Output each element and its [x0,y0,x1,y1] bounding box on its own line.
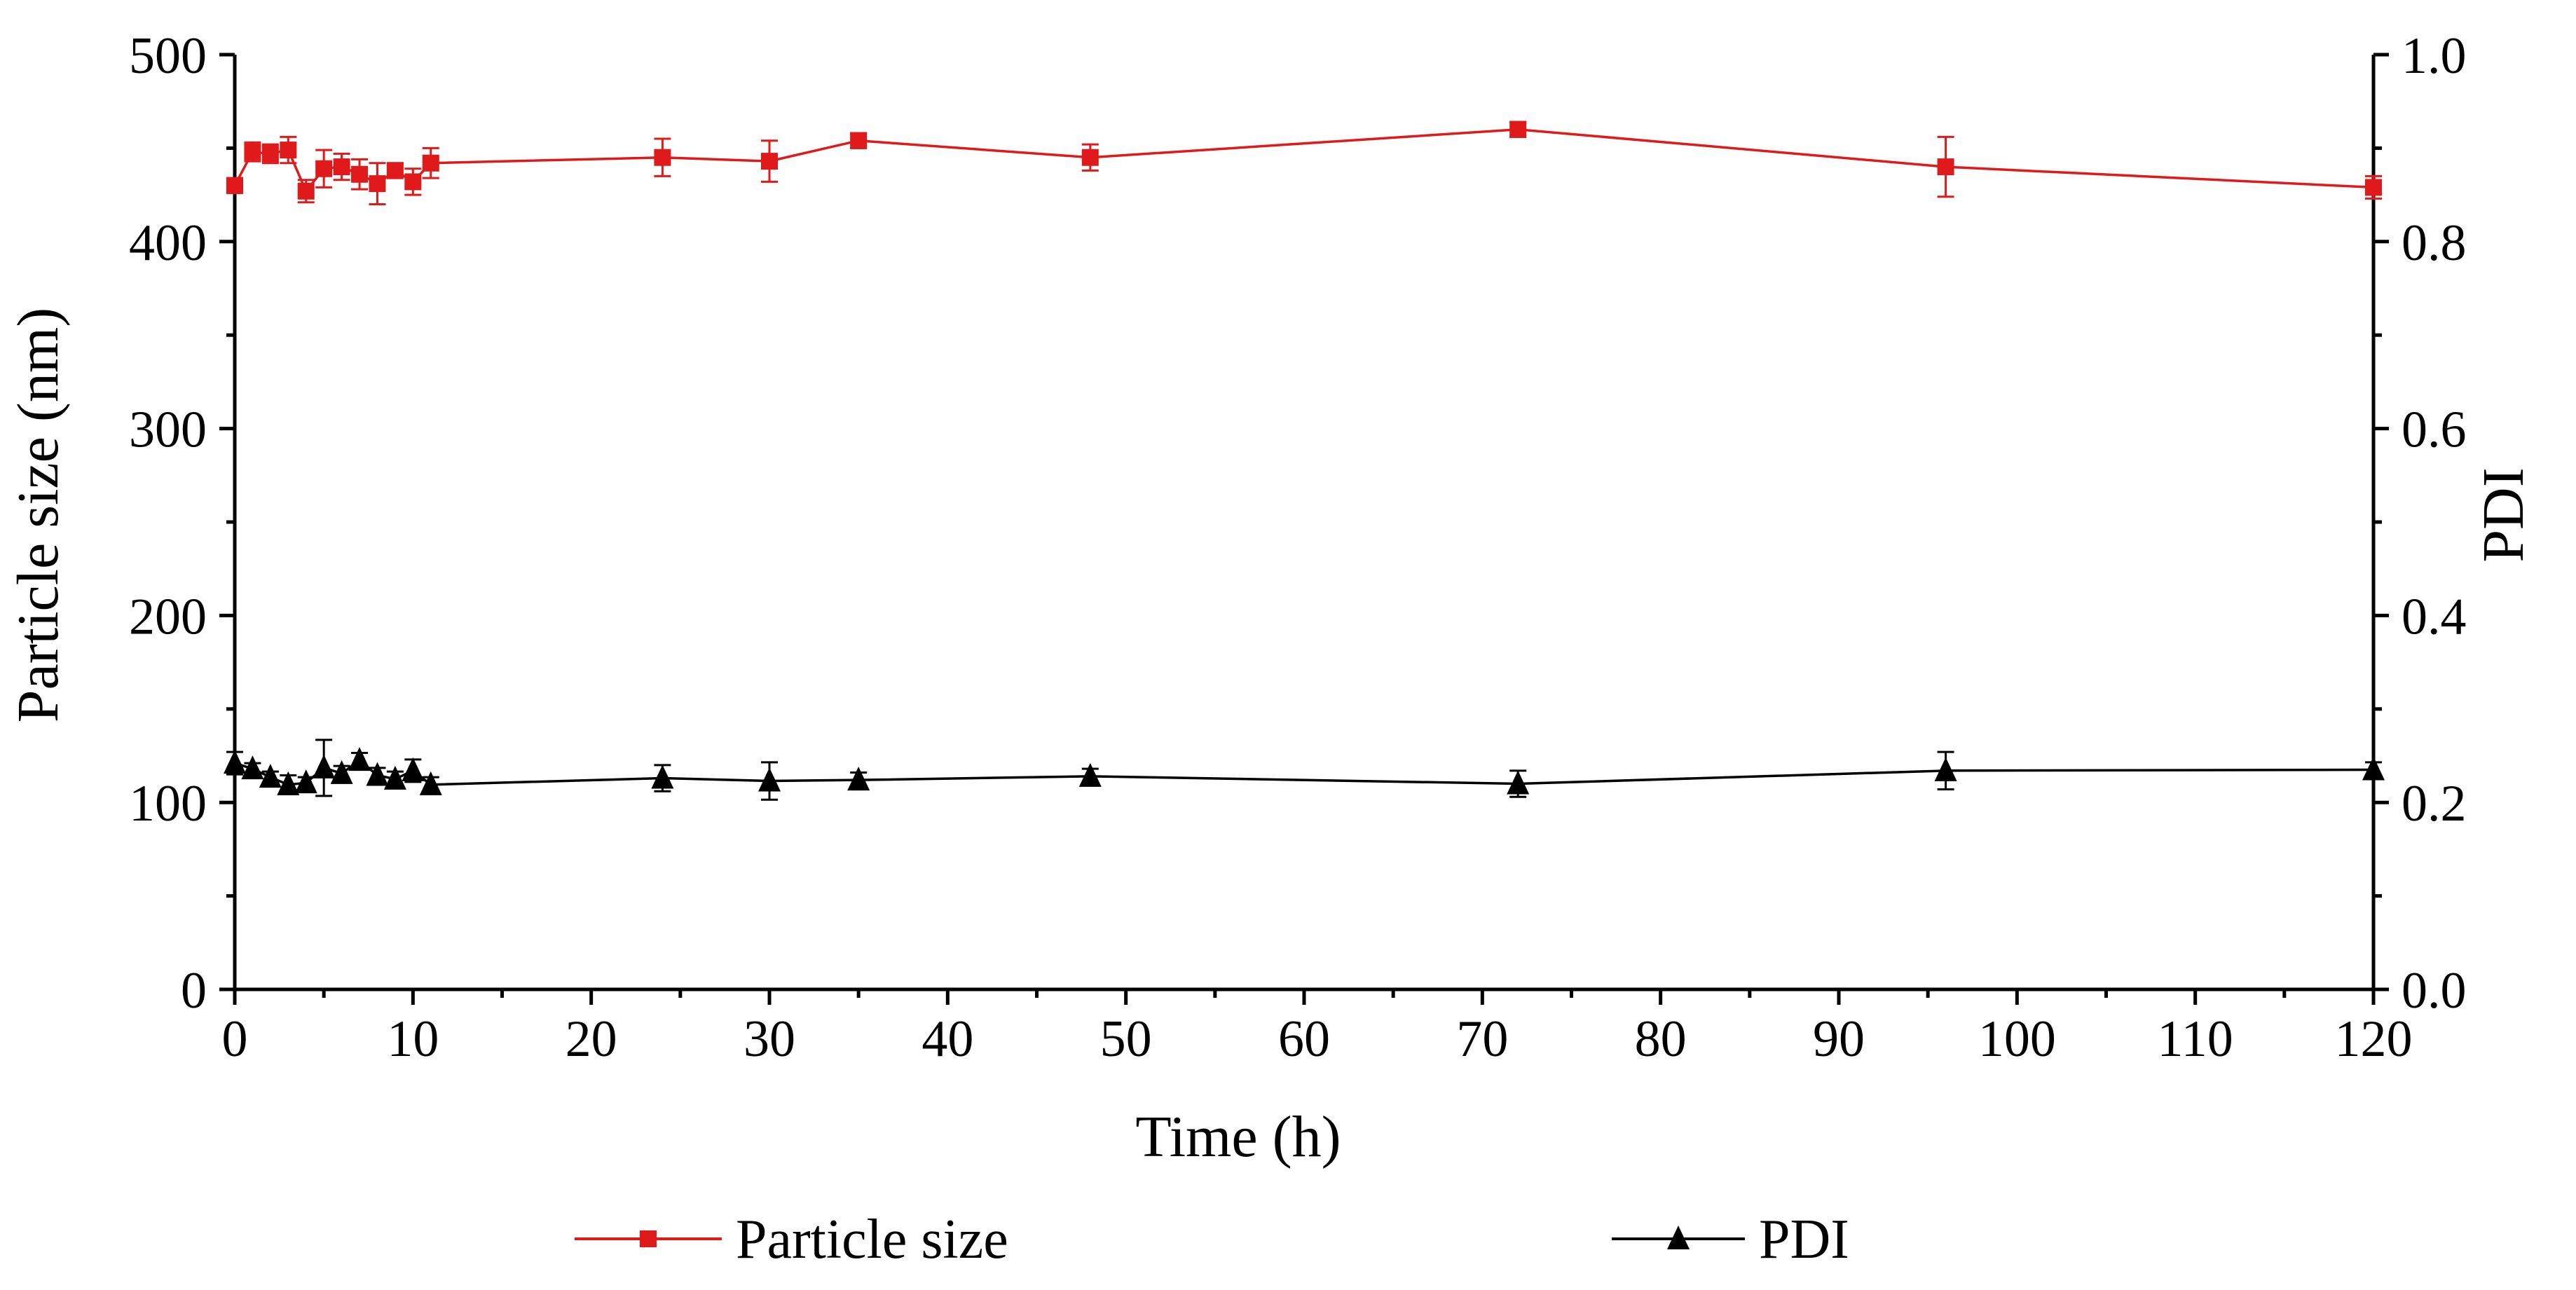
legend-layer [575,1226,1745,1249]
data-point [244,143,261,160]
x-tick-label: 30 [744,1010,795,1068]
y-axis-left-title: Particle size (nm) [6,308,71,722]
data-point [383,765,406,790]
x-tick-label: 50 [1100,1010,1152,1068]
x-tick-label: 110 [2158,1010,2233,1068]
x-tick-label: 40 [922,1010,973,1068]
y-axis-right-title: PDI [2471,467,2536,562]
x-tick-label: 10 [387,1010,439,1068]
data-point [348,747,371,771]
data-point [351,165,369,183]
x-tick-label: 90 [1813,1010,1865,1068]
data-point [261,145,279,163]
data-point [366,762,389,786]
data-point [758,767,781,792]
x-tick-label: 120 [2335,1010,2413,1068]
data-point [654,149,671,166]
data-point [241,755,264,780]
data-point [2365,179,2382,196]
data-point [847,767,870,791]
data-point [1078,762,1102,787]
series-layer [224,121,2385,801]
data-point [419,771,442,795]
data-point [1934,757,1957,781]
data-point [422,154,439,172]
legend-label-particle-size: Particle size [736,1209,1008,1270]
legend-label-pdi: PDI [1759,1209,1849,1270]
data-point [1937,158,1954,176]
data-point [404,173,422,191]
series-pdi [224,739,2385,801]
x-tick-label: 70 [1456,1010,1508,1068]
x-tick-label: 80 [1635,1010,1687,1068]
x-tick-label: 0 [222,1010,248,1068]
data-point [226,177,243,194]
data-point [297,182,315,200]
data-point [333,158,350,176]
y-right-tick-label: 0.4 [2402,588,2467,645]
data-point [259,764,282,788]
y-right-tick-label: 0.2 [2402,775,2467,832]
data-point [2362,756,2385,781]
data-point [651,764,674,789]
data-point [315,160,333,177]
data-point [850,132,868,149]
y-right-tick-label: 0.8 [2402,214,2467,272]
data-point [224,750,246,774]
y-left-tick-label: 400 [129,214,207,272]
data-point [1081,149,1099,166]
series-particle-size [226,121,2382,205]
axes-layer [233,55,2376,991]
y-left-tick-label: 500 [129,27,207,85]
x-tick-label: 60 [1278,1010,1330,1068]
x-tick-label: 20 [566,1010,617,1068]
x-axis-title: Time (h) [1135,1104,1341,1169]
y-right-tick-label: 1.0 [2402,27,2467,85]
legend-marker-particle-size [640,1230,657,1247]
legend-marker-pdi [1667,1226,1690,1249]
y-right-tick-label: 0.0 [2402,962,2467,1020]
y-left-tick-label: 100 [129,775,207,832]
data-point [280,142,297,159]
data-point [761,153,778,170]
data-point [1507,770,1530,795]
data-point [402,757,425,781]
ticks-layer: 0 10 20 30 40 50 60 70 80 90 100 110 120 0 100 200 300 40… [129,27,2467,1068]
data-point [386,162,404,179]
series-line [234,758,2374,786]
y-left-tick-label: 0 [181,962,207,1020]
data-point [369,175,386,193]
x-tick-label: 100 [1978,1010,2056,1068]
series-line [233,128,2374,194]
data-point [1509,121,1527,138]
data-point [277,771,300,795]
y-right-tick-label: 0.6 [2402,402,2467,459]
y-left-tick-label: 300 [129,402,207,459]
data-point [313,754,336,778]
data-point [294,769,317,794]
data-point [330,760,353,784]
y-left-tick-label: 200 [129,588,207,645]
